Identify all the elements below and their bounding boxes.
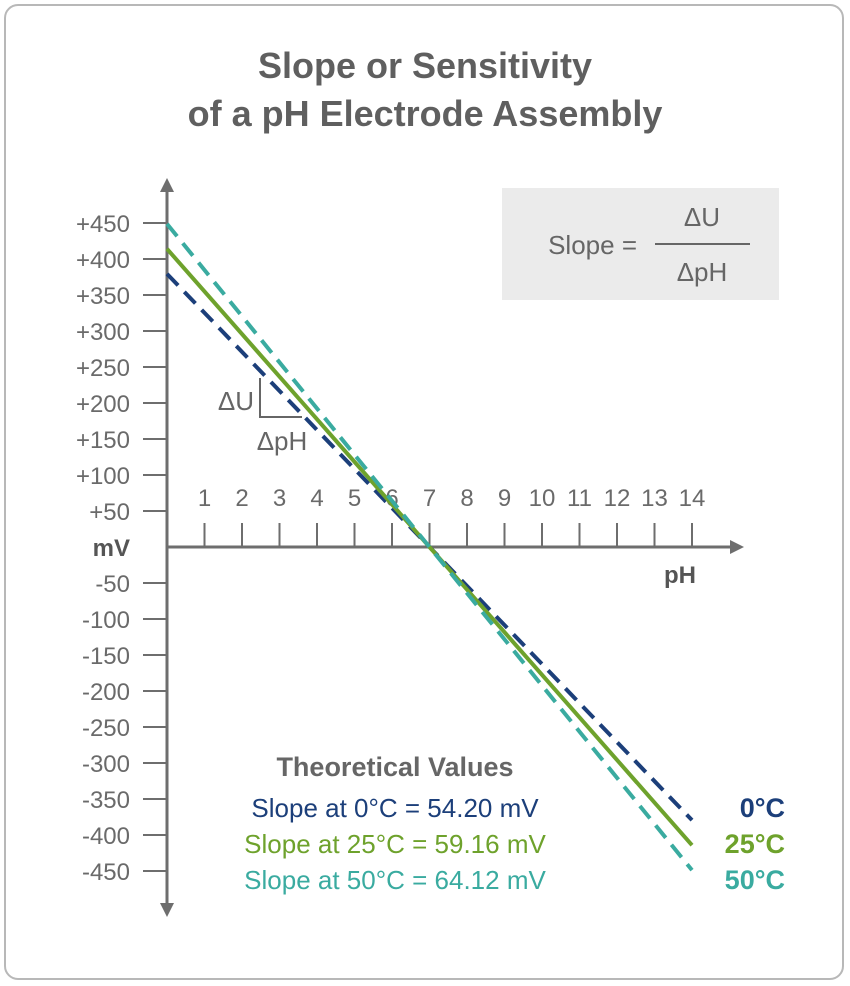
x-tick-label: 1 <box>198 485 211 512</box>
y-tick-label: +150 <box>76 427 130 454</box>
legend-entry-0: Slope at 0°C = 54.20 mV <box>251 793 539 823</box>
slope-triangle-du-label: ΔU <box>218 386 254 416</box>
series-end-label-1: 25°C <box>725 829 785 859</box>
x-tick-label: 11 <box>567 485 592 512</box>
x-tick-label: 2 <box>235 485 248 512</box>
y-tick-label: +50 <box>89 499 130 526</box>
series-line-2 <box>165 222 694 872</box>
x-tick-label: 9 <box>498 485 511 512</box>
y-tick-label: +450 <box>76 211 130 238</box>
tick-marks <box>143 222 693 872</box>
y-axis-arrow-down <box>160 903 174 917</box>
x-tick-label: 12 <box>604 485 631 512</box>
x-tick-label: 13 <box>641 485 668 512</box>
formula-lhs-text: Slope = <box>548 230 637 260</box>
y-tick-label: -100 <box>82 607 130 634</box>
legend: Theoretical Values Slope at 0°C = 54.20 m… <box>244 752 546 895</box>
legend-heading: Theoretical Values <box>276 752 513 782</box>
chart-frame <box>4 4 844 980</box>
y-tick-label: +400 <box>76 247 130 274</box>
y-tick-label: +350 <box>76 283 130 310</box>
chart-title-line-2: of a pH Electrode Assembly <box>187 93 663 134</box>
y-tick-label: +100 <box>76 463 130 490</box>
series-end-labels: 0°C 25°C 50°C <box>725 793 785 895</box>
series-end-label-0: 0°C <box>740 793 785 823</box>
x-tick-label: 5 <box>348 485 361 512</box>
y-tick-label: -300 <box>82 751 130 778</box>
tick-labels: +450 +400 +350 +300 +250 +200 +150 +100 +50 mV -50… <box>76 211 705 886</box>
y-tick-label: -250 <box>82 715 130 742</box>
formula-numerator-text: ΔU <box>684 202 720 232</box>
y-tick-label: -200 <box>82 679 130 706</box>
y-tick-label: +200 <box>76 391 130 418</box>
y-tick-label: -450 <box>82 859 130 886</box>
x-axis-label: pH <box>664 562 696 589</box>
y-tick-label: -350 <box>82 787 130 814</box>
y-tick-label: -50 <box>95 571 130 598</box>
legend-entry-2: Slope at 50°C = 64.12 mV <box>244 865 546 895</box>
x-tick-label: 8 <box>460 485 473 512</box>
x-axis-arrow <box>730 540 744 554</box>
slope-triangle-lines <box>259 378 302 418</box>
legend-entry-1: Slope at 25°C = 59.16 mV <box>244 829 546 859</box>
x-tick-label: 7 <box>423 485 436 512</box>
formula-denominator-text: ΔpH <box>677 257 728 287</box>
slope-formula-box: Slope = ΔU ΔpH <box>502 188 779 300</box>
chart-title-line-1: Slope or Sensitivity <box>257 45 593 86</box>
series-end-label-2: 50°C <box>725 865 785 895</box>
axes <box>160 178 744 917</box>
y-tick-label: +300 <box>76 319 130 346</box>
x-tick-label: 14 <box>679 485 706 512</box>
series-line-1 <box>165 247 694 847</box>
x-tick-label: 4 <box>310 485 323 512</box>
x-tick-label: 10 <box>529 485 556 512</box>
y-axis-arrow-up <box>160 178 174 192</box>
y-axis-unit-label: mV <box>93 535 130 562</box>
y-tick-label: -150 <box>82 643 130 670</box>
slope-triangle-dph-label: ΔpH <box>257 426 308 456</box>
y-tick-label: -400 <box>82 823 130 850</box>
series-lines <box>165 222 694 872</box>
x-tick-label: 3 <box>273 485 286 512</box>
y-tick-label: +250 <box>76 355 130 382</box>
